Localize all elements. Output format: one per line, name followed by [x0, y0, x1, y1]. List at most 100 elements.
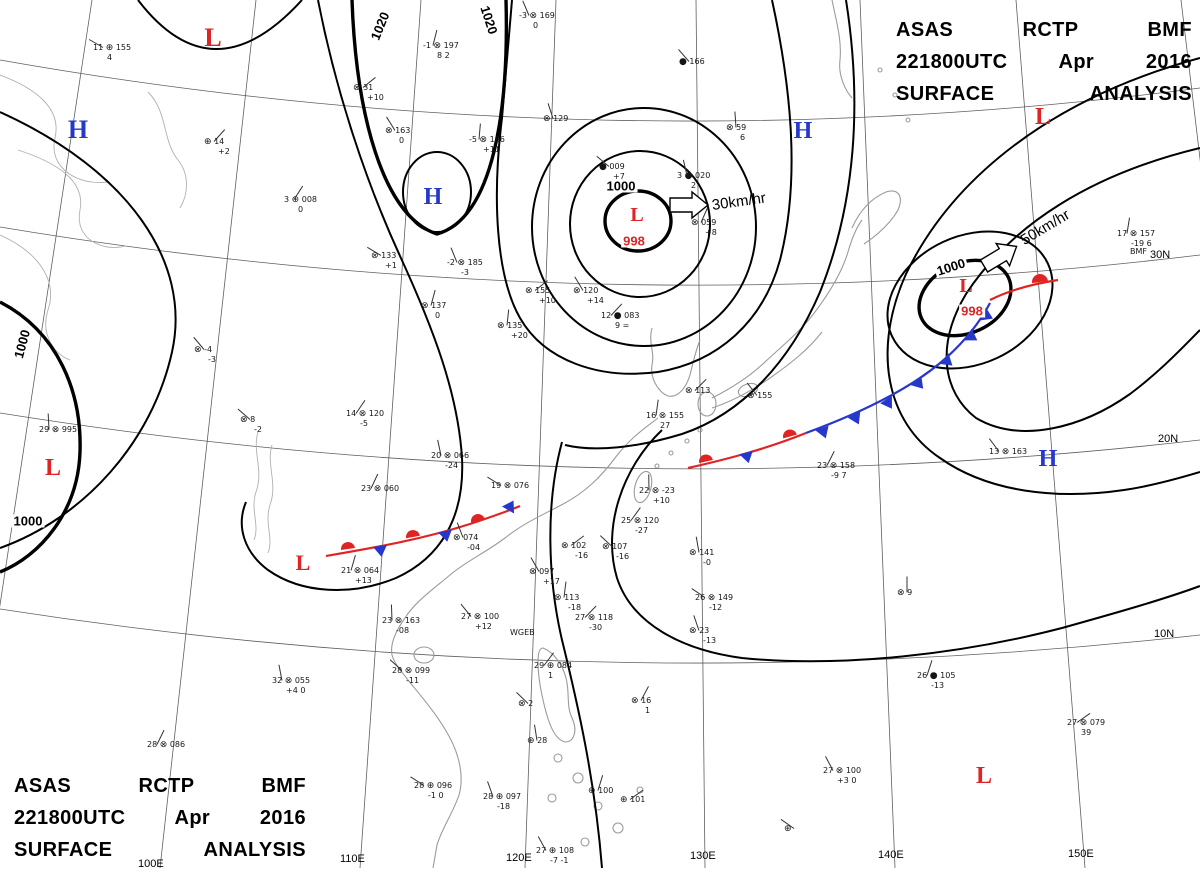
station-plot: ⊗ 107 -16	[599, 535, 629, 561]
station-symbol-icon: ⊕	[291, 195, 300, 205]
station-symbol-icon: ⊗	[503, 481, 512, 491]
speed-label-50km/hr: 50km/hr	[1017, 206, 1073, 249]
station-symbol-icon: ⊕	[588, 786, 596, 796]
isobar-label-1000: 1000	[11, 513, 45, 529]
station-symbol-icon: ⊗	[433, 41, 442, 51]
pressure-center-high: H	[67, 115, 89, 144]
pressure-center-low: L	[1034, 104, 1052, 130]
station-plot: 3 ⊕ 008 0	[284, 185, 317, 214]
station-symbol-icon: ⊗	[457, 258, 466, 268]
station-symbol-icon: ⊗	[443, 451, 452, 461]
station-symbol-icon: ⊗	[371, 251, 379, 261]
station-symbol-icon: ●	[684, 171, 693, 181]
front-stationary-west	[325, 500, 521, 558]
station-plot: -1 ⊗ 197 8 2	[423, 29, 459, 60]
graticule-label-30N: 30N	[1150, 249, 1171, 261]
graticule-label-10N: 10N	[1154, 628, 1175, 640]
station-symbol-icon: ⊗	[497, 321, 505, 331]
station-symbol-icon: ⊗	[658, 411, 667, 421]
station-symbol-icon: ⊗	[525, 286, 533, 296]
station-plot: 16 ⊗ 155 27	[646, 399, 684, 430]
station-symbol-icon: ⊗	[1079, 718, 1088, 728]
station-plot: ⊗ 135 +20	[497, 309, 528, 340]
station-plot: ⊗ 8 -2	[237, 408, 262, 434]
station-plot: 26 ⊗ 149 -12	[691, 588, 733, 612]
station-symbol-icon: ⊗	[587, 613, 596, 623]
title-line-3: SURFACE ANALYSIS	[896, 83, 1192, 105]
station-symbol-icon: ⊗	[529, 11, 538, 21]
station-plot: -3 ⊗ 169 0	[519, 0, 555, 30]
isobar-label-998: 998	[621, 233, 647, 249]
station-plot: ⊗ 31 +10	[353, 77, 384, 102]
station-symbol-icon: ●	[679, 57, 687, 67]
station-symbol-icon: ⊕	[548, 846, 557, 856]
station-symbol-icon: ⊗	[473, 612, 482, 622]
station-plot: 27 ⊗ 118 -30	[575, 605, 613, 632]
station-symbol-icon: ⊕	[546, 661, 555, 671]
station-symbol-icon: ⊗	[1129, 229, 1138, 239]
station-plot: 27 ⊗ 100 +3 0	[823, 756, 861, 785]
station-symbol-icon: ⊗	[897, 588, 905, 598]
title-line-3: SURFACE ANALYSIS	[14, 839, 306, 861]
station-plot: 3 ● 020 2	[677, 159, 710, 190]
station-symbol-icon: ⊗	[194, 345, 202, 355]
station-plot: ⊗ 097 +17	[529, 557, 560, 586]
speed-arrow-50	[979, 242, 1018, 273]
station-plot: ⊗ 133 +1	[367, 246, 397, 270]
pressure-center-low: L	[975, 763, 993, 789]
station-symbol-icon: ⊗	[561, 541, 569, 551]
title-top-right: ASAS RCTP BMF 221800UTC Apr 2016 SURFACE…	[896, 14, 1192, 110]
station-symbol-icon: ⊕	[495, 792, 504, 802]
title-line-2: 221800UTC Apr 2016	[14, 807, 306, 829]
station-plot: 23 ⊗ 158 -9 7	[817, 451, 855, 480]
station-plot: 32 ⊗ 055 +4 0	[272, 664, 310, 695]
station-symbol-icon: ⊗	[689, 548, 697, 558]
graticule-label-140E: 140E	[878, 849, 904, 861]
pressure-center-high: H	[793, 118, 813, 144]
title-line-2: 221800UTC Apr 2016	[896, 51, 1192, 73]
station-plot: 27 ⊗ 079 39	[1067, 712, 1105, 737]
station-symbol-icon: ⊗	[633, 516, 642, 526]
station-symbol-icon: ⊗	[421, 301, 429, 311]
station-plot: ⊗ 9	[897, 576, 912, 598]
station-symbol-icon: ⊗	[159, 740, 168, 750]
station-plot: WGEB	[510, 628, 535, 637]
station-plot: 27 ⊕ 108 -7 -1	[536, 836, 574, 865]
station-plot: 22 ⊗ -23 +10	[639, 474, 675, 505]
station-symbol-icon: ●	[613, 311, 622, 321]
station-plot: ⊗ 074 -04	[453, 522, 480, 552]
station-symbol-icon: ●	[599, 162, 607, 172]
station-plot: ⊗ 102 -16	[561, 535, 588, 560]
station-plot: 11 ⊕ 155 4	[88, 39, 131, 62]
title-bottom-left: ASAS RCTP BMF 221800UTC Apr 2016 SURFACE…	[14, 770, 306, 866]
coastlines	[0, 0, 911, 869]
station-symbol-icon: ⊗	[651, 486, 660, 496]
station-symbol-icon: ⊗	[529, 567, 537, 577]
pressure-center-low: L	[630, 204, 644, 226]
station-symbol-icon: ⊗	[353, 83, 361, 93]
station-plot: 19 ⊗ 076	[487, 476, 529, 491]
station-symbol-icon: ⊕	[204, 137, 212, 147]
station-symbol-icon: ⊗	[691, 218, 699, 228]
station-symbol-icon: ⊗	[51, 425, 60, 435]
isobar-label-1000: 1000	[604, 178, 638, 194]
station-plot: ⊗ 129	[543, 103, 568, 124]
graticule-label-150E: 150E	[1068, 848, 1094, 860]
station-symbol-icon: ⊕	[426, 781, 435, 791]
station-symbol-icon: ⊕	[784, 824, 792, 834]
isobar-label-998: 998	[959, 303, 985, 319]
station-symbol-icon: ⊗	[284, 676, 293, 686]
station-plot: 28 ⊕ 096 -1 0	[410, 776, 452, 800]
station-symbol-icon: ⊗	[240, 415, 248, 425]
station-plot: 27 ⊗ 100 +12	[460, 603, 499, 631]
station-plot: ⊗ 155 +10	[525, 280, 556, 305]
pressure-center-low: L	[204, 23, 222, 52]
graticule-label-100E: 100E	[138, 858, 164, 870]
station-symbol-icon: ⊗	[373, 484, 382, 494]
station-plot: ⊕	[780, 818, 795, 834]
